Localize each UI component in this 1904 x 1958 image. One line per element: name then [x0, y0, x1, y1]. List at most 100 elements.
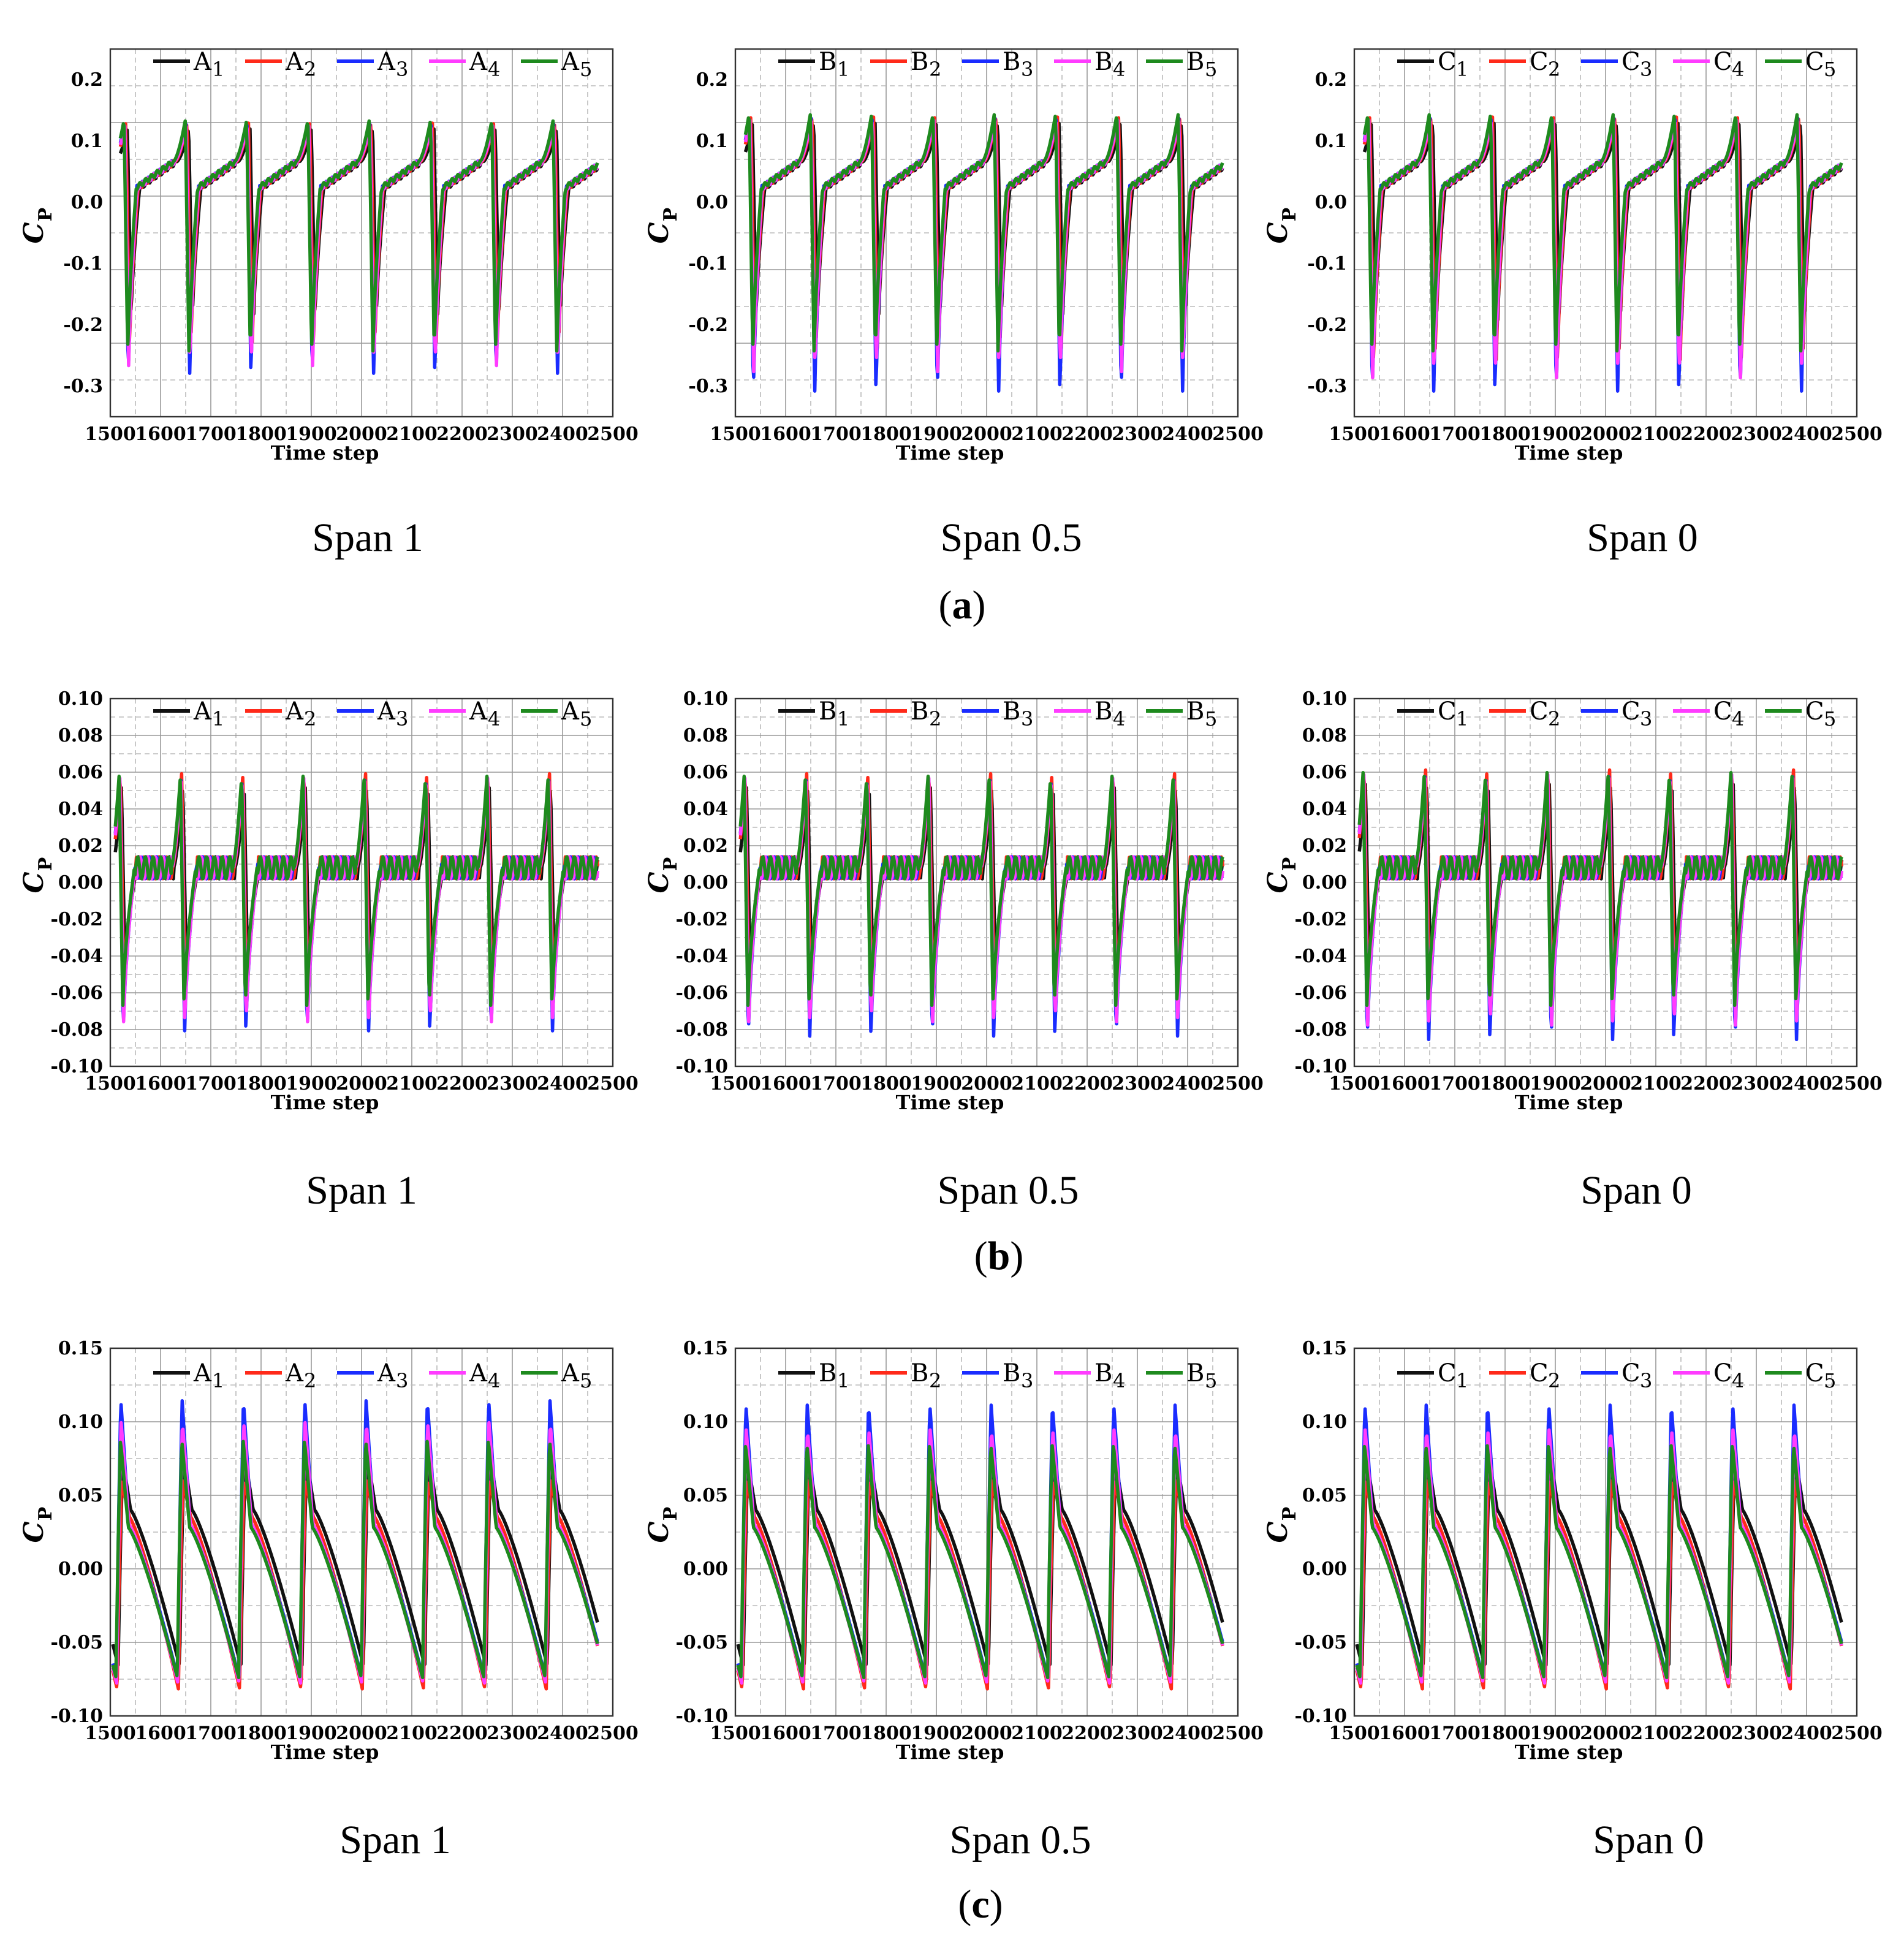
y-tick-label: -0.10	[675, 1706, 728, 1727]
y-axis-label-group: CP	[1262, 1507, 1300, 1543]
y-axis-label-subscript: P	[35, 208, 56, 222]
y-tick-label: -0.06	[50, 982, 103, 1004]
x-tick-label: 2300	[1112, 1723, 1163, 1744]
x-tick-label: 2300	[1112, 423, 1163, 445]
legend-label: C	[1530, 697, 1549, 726]
x-tick-label: 1600	[1379, 423, 1430, 445]
y-tick-label: 0.15	[683, 1338, 728, 1359]
y-tick-label: 0.05	[58, 1485, 103, 1506]
x-tick-label: 2300	[487, 423, 538, 445]
row-label-c: (c)	[958, 1882, 1003, 1927]
x-axis-label: Time step	[1515, 441, 1623, 465]
x-tick-label: 1600	[1379, 1073, 1430, 1095]
x-tick-label: 1500	[710, 423, 761, 445]
y-tick-label: -0.04	[1294, 946, 1347, 967]
y-tick-label: 0.10	[1302, 1411, 1347, 1433]
y-tick-label: -0.06	[675, 982, 728, 1004]
y-tick-label: -0.10	[1294, 1056, 1347, 1077]
y-axis-label-subscript: P	[1279, 208, 1300, 222]
y-tick-label: -0.3	[63, 376, 103, 397]
y-tick-label: 0.1	[71, 131, 103, 152]
x-tick-label: 1800	[235, 423, 287, 445]
series-line-3	[738, 778, 1224, 1038]
legend-label: C	[1713, 48, 1732, 76]
y-tick-label: 0.0	[71, 192, 103, 213]
plot-frame	[1353, 48, 1858, 418]
y-tick-label: 0.0	[696, 192, 728, 213]
x-tick-label: 1500	[710, 1073, 761, 1095]
legend-label: C	[1530, 1359, 1549, 1387]
x-tick-label: 2500	[587, 1723, 639, 1744]
series-line-3	[1357, 775, 1843, 1042]
y-tick-label: -0.06	[1294, 982, 1347, 1004]
legend-label: B	[1186, 48, 1204, 76]
legend-label-subscript: 2	[304, 707, 316, 730]
x-axis-label: Time step	[896, 441, 1004, 465]
legend-label: B	[819, 48, 836, 76]
x-tick-label: 2500	[1831, 423, 1883, 445]
x-tick-label: 2400	[1162, 423, 1213, 445]
x-tick-label: 2000	[1580, 423, 1631, 445]
legend-label: B	[1003, 48, 1020, 76]
legend-label-subscript: 1	[837, 707, 849, 730]
legend-label-subscript: 4	[1732, 1369, 1744, 1392]
y-tick-label: 0.15	[58, 1338, 103, 1359]
x-tick-label: 2100	[386, 423, 438, 445]
y-tick-label: -0.2	[1307, 314, 1347, 336]
y-axis-label-group: CP	[1262, 208, 1300, 244]
chart-b-span1: 1500 1600 1700 1800 1900 2000 2100 2200 2300 2400…	[18, 686, 639, 1177]
x-tick-label: 1700	[185, 1723, 237, 1744]
legend-label-subscript: 2	[1548, 58, 1560, 81]
x-tick-label: 2500	[1212, 1073, 1264, 1095]
legend-label-subscript: 5	[1205, 1369, 1217, 1392]
legend-label-subscript: 1	[212, 1369, 224, 1392]
legend-label-subscript: 1	[1456, 58, 1468, 81]
series-line-1	[1355, 1457, 1843, 1667]
legend-label: B	[1003, 697, 1020, 726]
series-line-4	[1357, 773, 1844, 1027]
legend-label-subscript: 2	[1548, 1369, 1560, 1392]
chart-svg: 1500160017001800190020002100220023002400…	[1262, 48, 1883, 465]
y-axis-label: C	[1262, 871, 1294, 893]
x-tick-label: 2200	[1061, 1723, 1113, 1744]
x-tick-label: 2000	[1580, 1073, 1631, 1095]
y-axis-label-subscript: P	[660, 208, 681, 222]
x-tick-label: 2400	[537, 423, 588, 445]
legend-label-subscript: 5	[580, 58, 592, 81]
y-axis-label: C	[643, 871, 675, 893]
legend-label-subscript: 4	[1113, 58, 1125, 81]
legend-label-subscript: 5	[1205, 707, 1217, 730]
y-tick-label: 0.02	[683, 835, 728, 857]
legend-label: C	[1805, 1359, 1824, 1387]
legend-label-subscript: 1	[837, 1369, 849, 1392]
y-tick-label: -0.02	[1294, 909, 1347, 930]
legend-label-subscript: 4	[488, 1369, 500, 1392]
plot-frame	[1353, 1347, 1858, 1717]
legend-label-subscript: 5	[1205, 58, 1217, 81]
legend-label-subscript: 4	[1113, 707, 1125, 730]
x-tick-label: 2100	[1630, 1723, 1682, 1744]
x-tick-label: 1800	[1479, 423, 1531, 445]
x-tick-label: 1700	[810, 1723, 862, 1744]
series-line-5	[1362, 113, 1843, 353]
y-tick-label: -0.02	[675, 909, 728, 930]
legend-label: B	[1094, 697, 1112, 726]
x-tick-label: 2500	[1212, 423, 1264, 445]
x-tick-label: 2100	[1630, 423, 1682, 445]
y-tick-label: 0.0	[1315, 192, 1347, 213]
plot-frame	[109, 1347, 614, 1717]
legend-label: A	[377, 1359, 396, 1387]
x-tick-label: 1900	[1530, 423, 1581, 445]
y-tick-label: 0.1	[696, 131, 728, 152]
x-tick-label: 1700	[1429, 1073, 1481, 1095]
chart-svg: 1500160017001800190020002100220023002400…	[643, 48, 1264, 465]
series-line-1	[111, 1457, 599, 1667]
x-tick-label: 1600	[760, 423, 811, 445]
legend-label-subscript: 2	[1548, 707, 1560, 730]
legend-label: C	[1438, 697, 1457, 726]
y-tick-label: 0.10	[683, 1411, 728, 1433]
legend-label: C	[1621, 48, 1640, 76]
legend-label: A	[193, 1359, 212, 1387]
